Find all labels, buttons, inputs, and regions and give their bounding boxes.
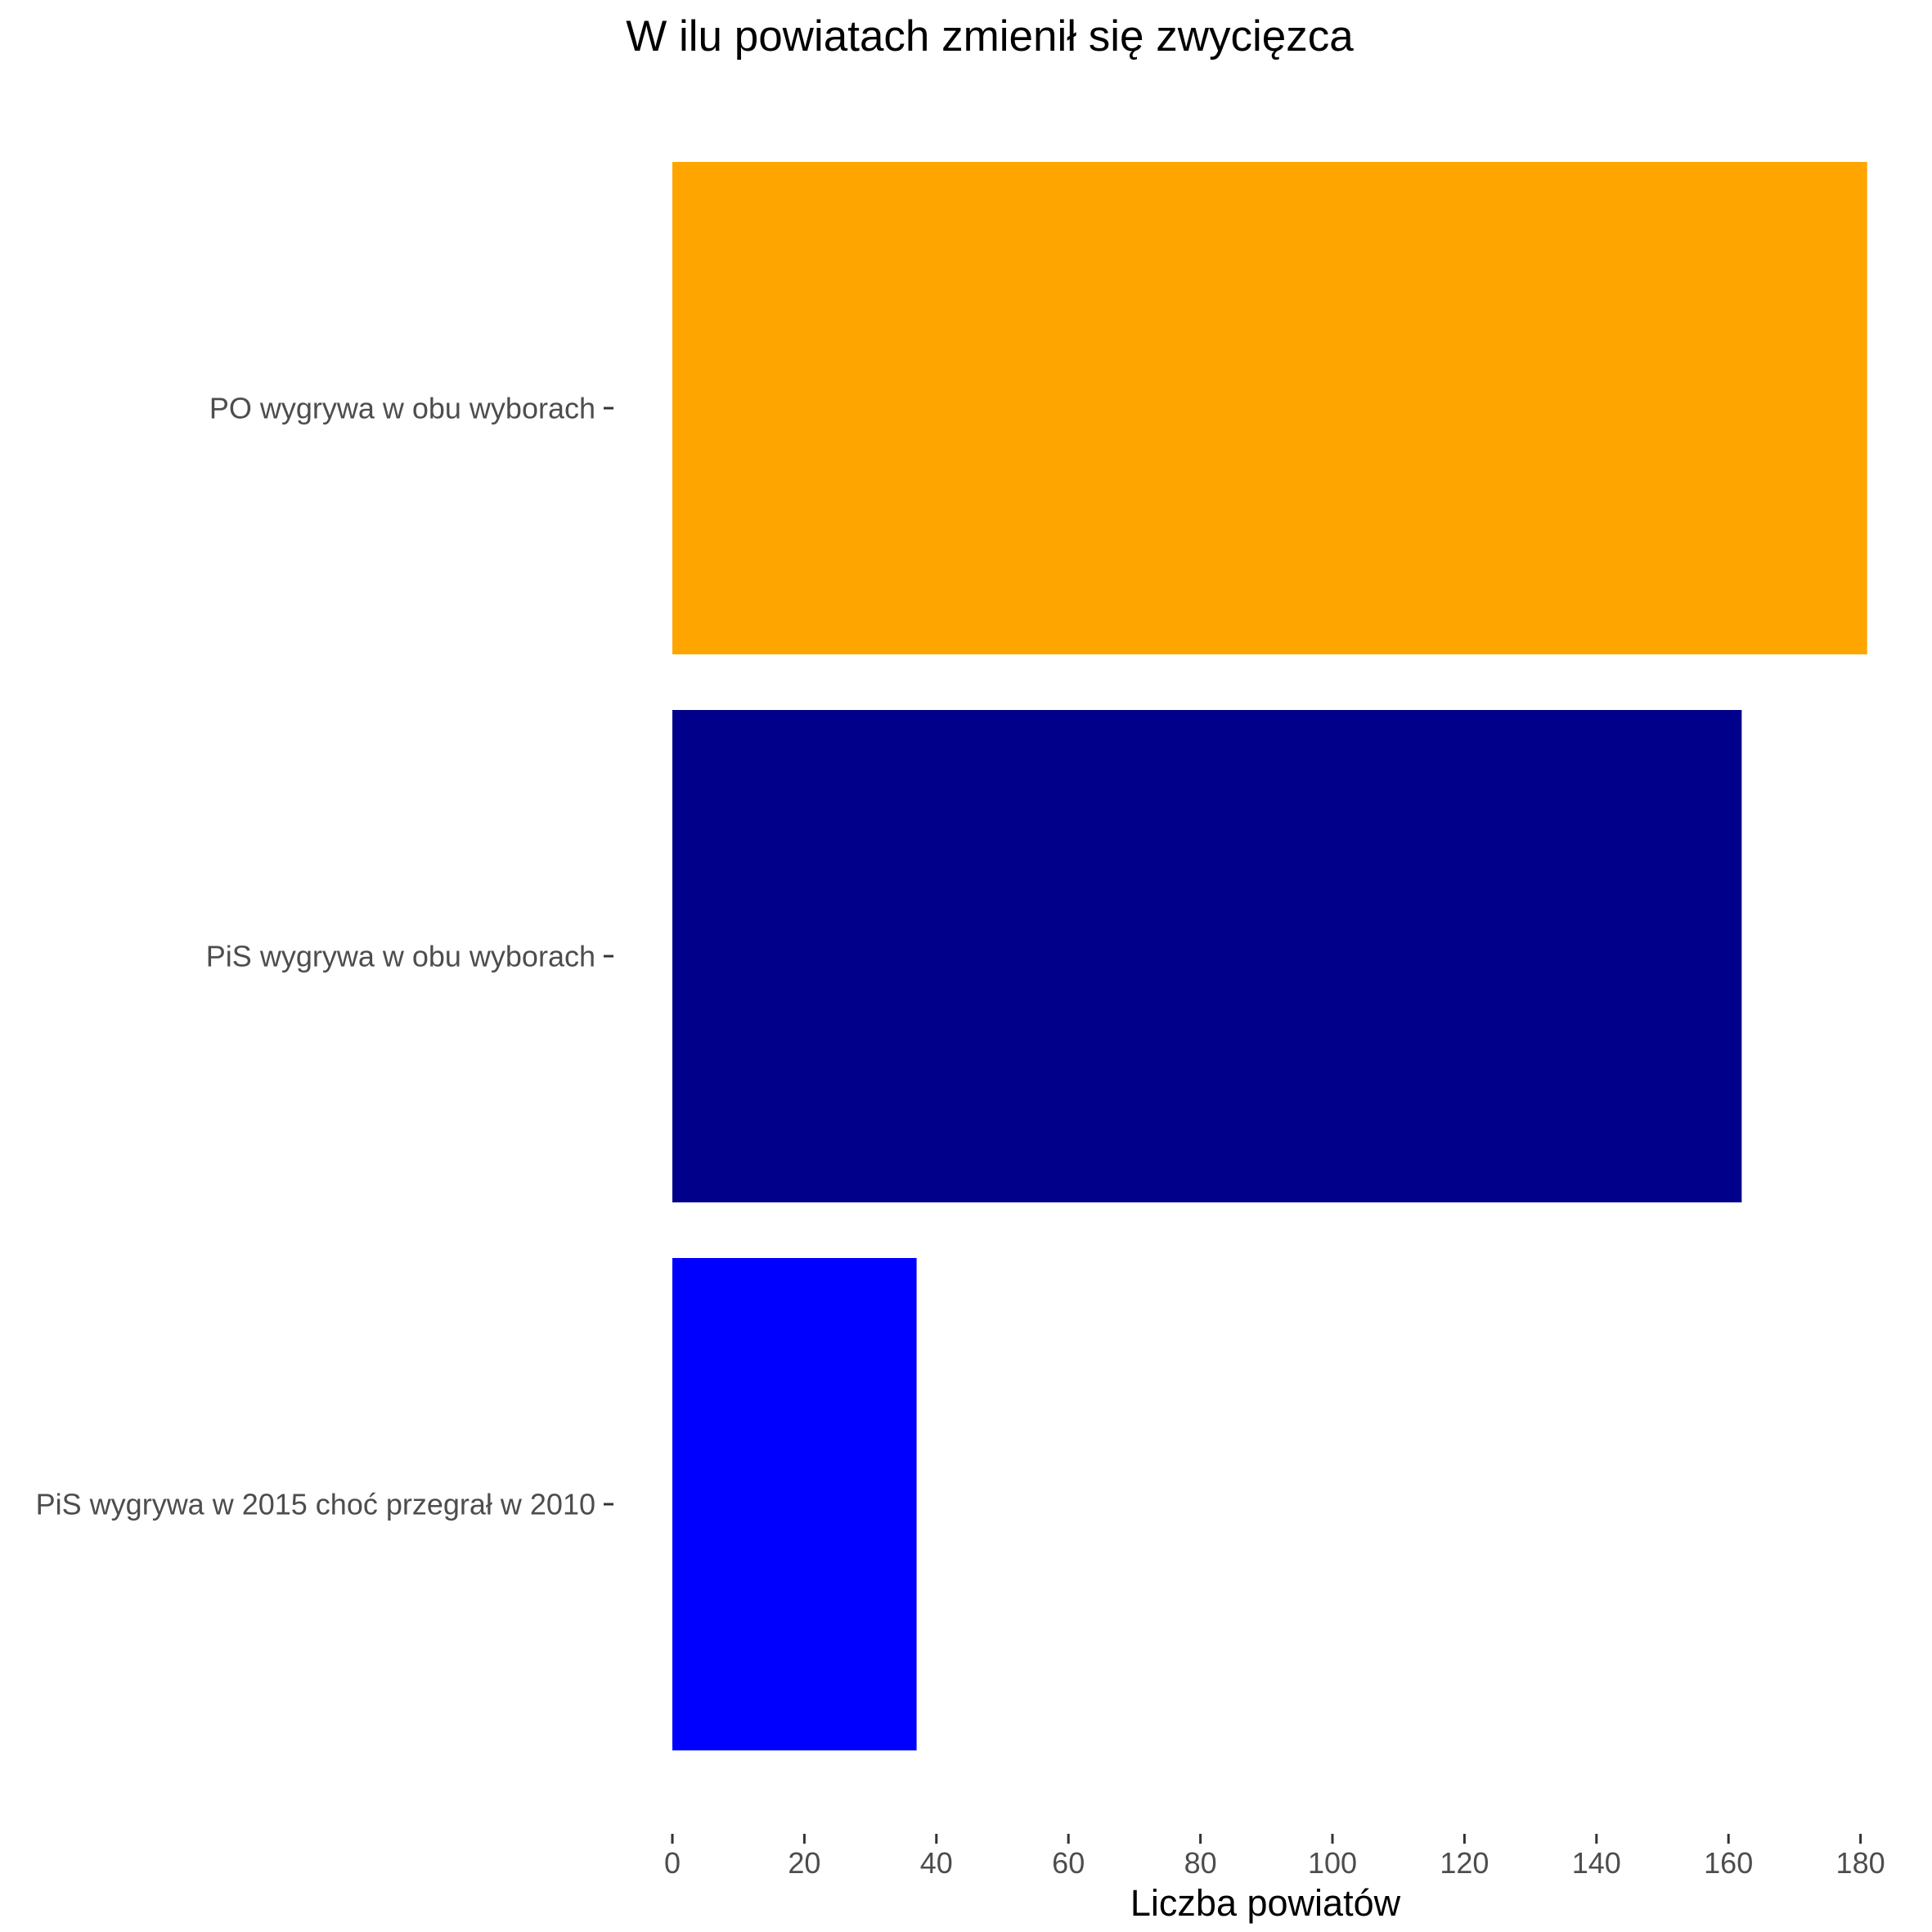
bars-layer: [672, 162, 1867, 1750]
x-tick-label: 180: [1836, 1846, 1885, 1880]
y-tick-label: PiS wygrywa w 2015 choć przegrał w 2010: [36, 1488, 595, 1521]
chart-title: W ilu powiatach zmienił się zwycięzca: [626, 12, 1354, 61]
x-tick-label: 160: [1704, 1846, 1753, 1880]
x-tick-label: 0: [664, 1846, 681, 1880]
y-tick-label: PO wygrywa w obu wyborach: [209, 392, 595, 425]
category-axis: PO wygrywa w obu wyborach PiS wygrywa w o…: [36, 392, 613, 1521]
x-axis: 0 20 40 60 80 100 120 140 160 180: [664, 1834, 1885, 1880]
bar-pis-wygrywa-w-obu-wyborach: [672, 710, 1742, 1202]
bar-pis-wygrywa-w-2015-choc-przegral-w-2010: [672, 1258, 917, 1750]
x-axis-title: Liczba powiatów: [1130, 1882, 1401, 1924]
x-tick-label: 20: [788, 1846, 820, 1880]
x-tick-label: 100: [1308, 1846, 1357, 1880]
x-tick-label: 120: [1440, 1846, 1489, 1880]
bar-po-wygrywa-w-obu-wyborach: [672, 162, 1867, 654]
y-tick-label: PiS wygrywa w obu wyborach: [206, 940, 595, 973]
x-tick-label: 80: [1184, 1846, 1217, 1880]
x-tick-label: 40: [920, 1846, 953, 1880]
x-tick-label: 60: [1052, 1846, 1085, 1880]
x-tick-label: 140: [1572, 1846, 1621, 1880]
